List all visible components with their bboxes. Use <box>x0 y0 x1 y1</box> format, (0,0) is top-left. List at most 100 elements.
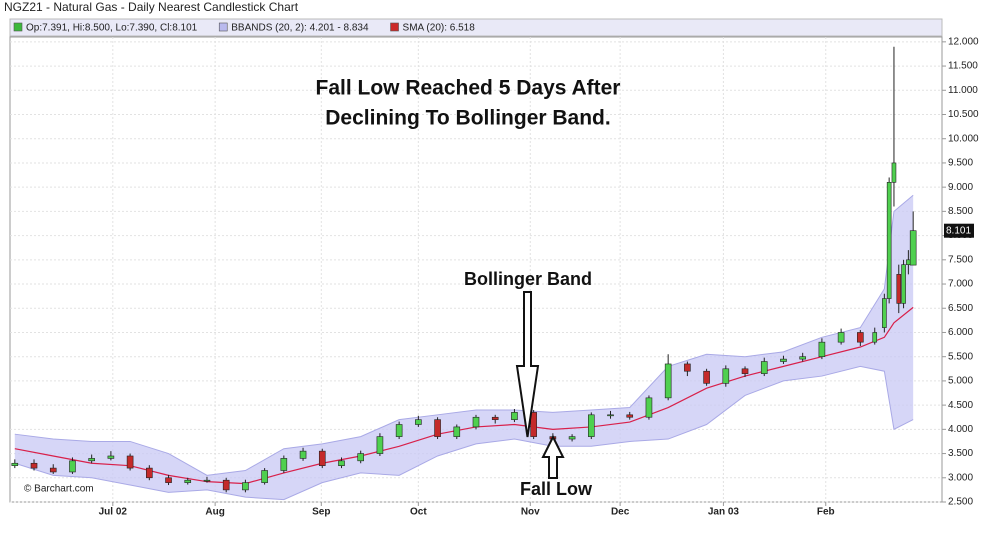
candle-body <box>49 467 57 473</box>
bollinger-band-area <box>14 195 914 500</box>
candle-body <box>453 426 461 437</box>
candle-body <box>146 467 153 479</box>
candle-body <box>587 414 595 437</box>
annotation: Declining To Bollinger Band. <box>325 107 610 130</box>
bollinger-band-line <box>14 194 914 476</box>
x-tick-label: Nov <box>521 507 540 518</box>
candle-body <box>376 436 384 454</box>
candle-body <box>760 361 768 374</box>
candle-body <box>261 470 268 483</box>
x-tick-label: Jan 03 <box>708 507 740 518</box>
x-tick-label: Aug <box>205 507 224 518</box>
y-tick-label: 11.500 <box>948 61 978 72</box>
legend-swatch <box>390 22 399 32</box>
legend-label: BBANDS (20, 2): 4.201 - 8.834 <box>231 23 369 34</box>
x-tick-label: Dec <box>611 507 630 518</box>
y-tick-label: 6.000 <box>948 327 973 338</box>
candle-body <box>664 363 672 399</box>
candle-body <box>645 397 653 418</box>
last-price-tag <box>944 223 974 238</box>
arrow-up <box>541 434 565 479</box>
candle-body <box>799 356 806 360</box>
candle-body <box>837 332 845 343</box>
candle-body <box>126 455 134 469</box>
chart-title: NGZ21 - Natural Gas - Daily Nearest Cand… <box>4 0 299 14</box>
candle-body <box>626 414 634 418</box>
candle-body <box>909 230 917 266</box>
y-tick-label: 5.000 <box>948 376 973 387</box>
candle-body <box>891 162 897 183</box>
candle-body <box>357 453 365 462</box>
y-tick-label: 12.000 <box>948 36 979 47</box>
candle-body <box>901 264 906 304</box>
x-tick-label: Feb <box>817 507 835 518</box>
candle-body <box>530 412 537 437</box>
candle-body <box>107 455 115 459</box>
candle-body <box>318 450 326 466</box>
annotation: Fall Low <box>520 479 593 499</box>
candle-body <box>607 414 614 417</box>
candle-body <box>818 341 826 357</box>
x-tick-label: Jul 02 <box>99 507 128 518</box>
candle-body <box>165 477 172 483</box>
legend-strip <box>9 18 943 37</box>
x-tick-label: Sep <box>312 507 330 518</box>
candle-body <box>299 450 307 459</box>
candle-body <box>872 332 878 343</box>
y-tick-label: 3.500 <box>948 448 973 459</box>
y-tick-label: 4.500 <box>948 400 973 411</box>
candle-body <box>280 458 288 471</box>
candle-body <box>203 479 211 482</box>
candle-body <box>242 482 249 491</box>
candle-body <box>395 424 403 437</box>
y-tick-label: 7.500 <box>948 254 973 265</box>
bollinger-band-line <box>14 365 914 501</box>
legend-swatch <box>218 22 228 32</box>
y-tick-label: 8.500 <box>948 206 973 217</box>
candle-body <box>511 412 518 420</box>
candle-body <box>857 332 864 343</box>
candle-body <box>222 479 230 491</box>
legend-swatch <box>13 22 23 32</box>
candle-body <box>568 436 576 440</box>
candle-body <box>886 182 892 299</box>
x-tick-label: Oct <box>410 507 427 518</box>
candle-body <box>896 274 902 304</box>
sma-line <box>14 306 914 485</box>
y-tick-label: 10.500 <box>948 109 979 120</box>
candle-body <box>703 370 710 384</box>
candle-body <box>741 368 749 374</box>
y-tick-label: 11.000 <box>948 85 978 96</box>
candle-body <box>434 419 441 437</box>
candle-body <box>30 462 38 469</box>
last-price-label: 8.101 <box>946 225 971 236</box>
candle-body <box>472 416 480 428</box>
candle-body <box>88 458 95 462</box>
y-tick-label: 4.000 <box>948 424 973 435</box>
annotation: Fall Low Reached 5 Days After <box>316 77 621 100</box>
credit: © Barchart.com <box>24 484 94 495</box>
candle-body <box>684 363 691 372</box>
y-tick-label: 10.000 <box>948 133 979 144</box>
candle-body <box>906 259 911 265</box>
annotation: Bollinger Band <box>464 269 592 289</box>
y-tick-label: 6.500 <box>948 303 973 314</box>
candle-body <box>722 368 730 384</box>
candle-body <box>184 479 192 483</box>
y-tick-label: 9.000 <box>948 182 973 193</box>
candle-body <box>780 358 787 362</box>
candle-body <box>69 460 76 473</box>
legend-label: SMA (20): 6.518 <box>403 23 476 34</box>
y-tick-label: 5.500 <box>948 351 973 362</box>
candle-body <box>338 460 345 466</box>
candle-body <box>11 462 19 466</box>
y-tick-label: 9.500 <box>948 158 973 169</box>
candle-body <box>415 419 422 425</box>
legend-label: Op:7.391, Hi:8.500, Lo:7.390, Cl:8.101 <box>26 23 198 34</box>
plot-layer <box>10 37 942 503</box>
y-tick-label: 2.500 <box>948 497 973 508</box>
arrow-down <box>515 291 540 438</box>
y-tick-label: 7.000 <box>948 279 973 290</box>
candle-body <box>491 416 499 420</box>
